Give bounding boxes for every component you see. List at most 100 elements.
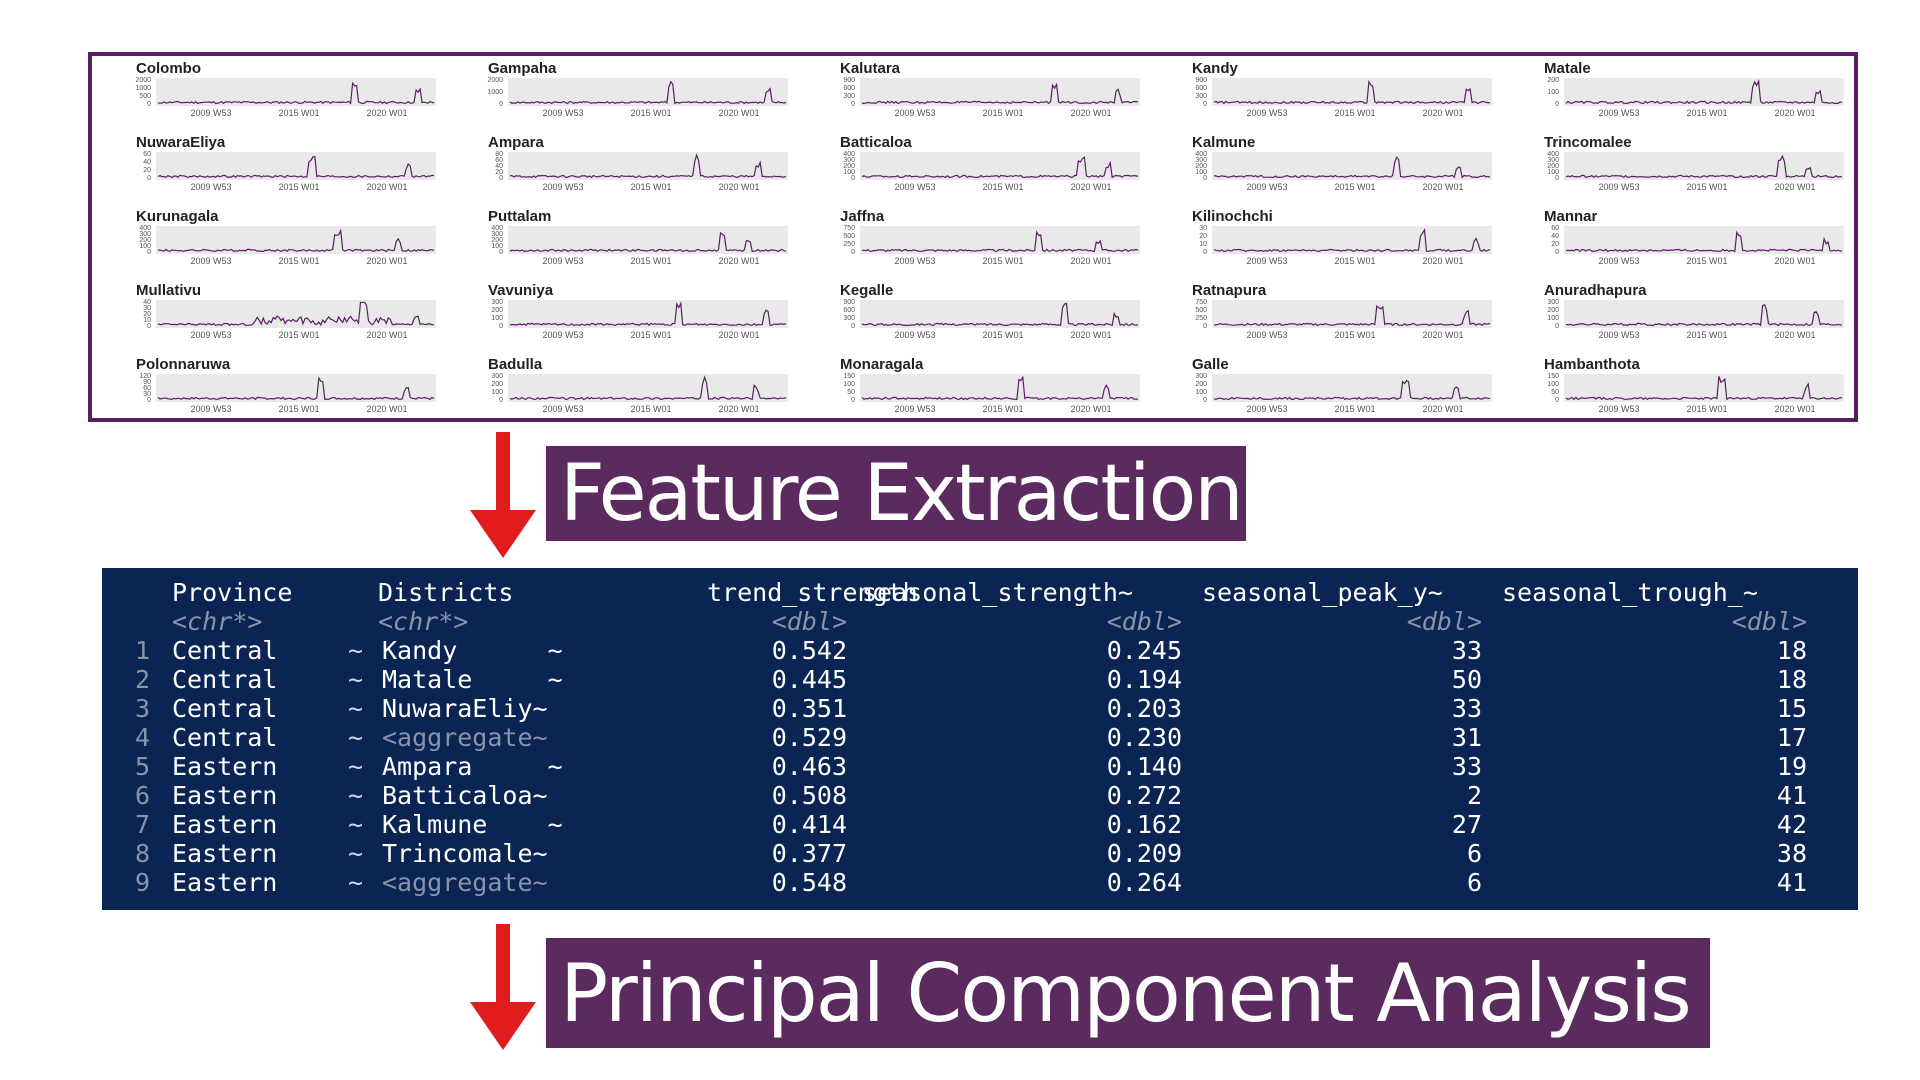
y-tick-label: 750	[843, 225, 855, 232]
y-tick-label: 900	[843, 77, 855, 84]
y-tick-label: 200	[1547, 307, 1559, 314]
y-tick-label: 100	[491, 243, 503, 250]
district-cell: Kalmune ~	[382, 810, 563, 839]
x-tick-label: 2015 W01	[630, 108, 671, 118]
seasonal-strength-cell: 0.140	[1106, 752, 1182, 781]
x-tick-label: 2009 W53	[190, 330, 231, 340]
y-tick-label: 300	[843, 93, 855, 100]
trend-strength-cell: 0.351	[771, 694, 847, 723]
x-tick-label: 2009 W53	[1246, 256, 1287, 266]
y-tick-label: 0	[147, 101, 151, 108]
seasonal-trough-cell: 18	[1776, 636, 1807, 665]
table-row: 3 Central ~ NuwaraEliy~ 0.351 0.203 33 15	[102, 694, 1858, 723]
x-tick-label: 2009 W53	[1246, 108, 1287, 118]
series-line	[1565, 303, 1843, 327]
y-tick-label: 0	[147, 249, 151, 256]
plot-title: Colombo	[136, 60, 201, 77]
series-line	[157, 301, 435, 327]
plot-title: Galle	[1192, 356, 1229, 373]
plot-title: Kurunagala	[136, 208, 219, 225]
x-tick-label: 2020 W01	[718, 256, 759, 266]
x-tick-label: 2015 W01	[982, 330, 1023, 340]
plot-background	[156, 374, 436, 402]
tilde: ~	[348, 839, 364, 868]
x-tick-label: 2009 W53	[542, 182, 583, 192]
x-tick-label: 2020 W01	[1422, 330, 1463, 340]
y-tick-label: 20	[1199, 233, 1207, 240]
x-tick-label: 2015 W01	[630, 330, 671, 340]
plot-title: Gampaha	[488, 60, 557, 77]
series-line	[509, 153, 787, 179]
y-tick-label: 0	[499, 397, 503, 404]
plot-ratnapura: Ratnapura 750 500 250 0 2009 W53 2015 W01 2020 …	[1162, 282, 1512, 356]
y-tick-label: 200	[1195, 163, 1207, 170]
plot-title: NuwaraEliya	[136, 134, 226, 151]
district-cell: Batticaloa~	[382, 781, 548, 810]
row-index: 6	[134, 781, 150, 810]
y-tick-label: 400	[1195, 151, 1207, 158]
table-row: 6 Eastern ~ Batticaloa~ 0.508 0.272 2 41	[102, 781, 1858, 810]
x-tick-label: 2009 W53	[1246, 404, 1287, 414]
trend-strength-cell: 0.529	[771, 723, 847, 752]
table-type-row: <chr*> <chr*> <dbl> <dbl> <dbl> <dbl>	[102, 607, 1858, 636]
seasonal-peak-cell: 33	[1451, 694, 1482, 723]
column-header: seasonal_trough_~	[1502, 578, 1758, 607]
y-tick-label: 0	[1203, 175, 1207, 182]
column-header: trend_strength	[707, 578, 918, 607]
seasonal-peak-cell: 6	[1466, 839, 1482, 868]
y-tick-label: 300	[139, 231, 151, 238]
x-tick-label: 2020 W01	[1070, 108, 1111, 118]
x-tick-label: 2015 W01	[1686, 330, 1727, 340]
plot-kalutara: Kalutara 900 600 300 0 2009 W53 2015 W01 2020 W…	[810, 60, 1160, 134]
seasonal-strength-cell: 0.194	[1106, 665, 1182, 694]
series-line	[509, 80, 787, 105]
y-tick-label: 150	[1547, 373, 1559, 380]
x-tick-label: 2020 W01	[1422, 182, 1463, 192]
plot-hambanthota: Hambanthota 150 100 50 0 2009 W53 2015 W01 2020…	[1514, 356, 1864, 430]
y-tick-label: 300	[1547, 157, 1559, 164]
seasonal-peak-cell: 2	[1466, 781, 1482, 810]
y-tick-label: 0	[1203, 249, 1207, 256]
y-tick-label: 60	[1551, 225, 1559, 232]
y-tick-label: 20	[143, 311, 151, 318]
plot-title: Kandy	[1192, 60, 1238, 77]
trend-strength-cell: 0.377	[771, 839, 847, 868]
x-tick-label: 2009 W53	[1246, 330, 1287, 340]
x-tick-label: 2015 W01	[278, 256, 319, 266]
series-line	[861, 375, 1138, 401]
plot-colombo: Colombo 2000 1000 500 0 2009 W53 2015 W01 2020 …	[106, 60, 456, 134]
y-tick-label: 100	[1195, 389, 1207, 396]
x-tick-label: 2009 W53	[190, 256, 231, 266]
plot-background	[1212, 78, 1492, 106]
seasonal-trough-cell: 17	[1776, 723, 1807, 752]
x-tick-label: 2015 W01	[278, 404, 319, 414]
y-tick-label: 0	[499, 175, 503, 182]
x-tick-label: 2020 W01	[718, 182, 759, 192]
x-tick-label: 2009 W53	[190, 404, 231, 414]
column-type: <dbl>	[1406, 607, 1482, 636]
y-tick-label: 300	[1195, 157, 1207, 164]
y-tick-label: 0	[851, 249, 855, 256]
plot-title: Mannar	[1544, 208, 1598, 225]
seasonal-strength-cell: 0.245	[1106, 636, 1182, 665]
row-index: 8	[134, 839, 150, 868]
x-tick-label: 2020 W01	[718, 404, 759, 414]
y-tick-label: 100	[843, 169, 855, 176]
y-tick-label: 900	[1195, 77, 1207, 84]
row-index: 7	[134, 810, 150, 839]
x-tick-label: 2020 W01	[1422, 108, 1463, 118]
plot-trincomalee: Trincomalee 400 300 200 100 0 2009 W53 2015 W01…	[1514, 134, 1864, 208]
trend-strength-cell: 0.542	[771, 636, 847, 665]
x-tick-label: 2020 W01	[1774, 330, 1815, 340]
tilde: ~	[348, 752, 364, 781]
x-tick-label: 2015 W01	[1334, 330, 1375, 340]
y-tick-label: 500	[139, 93, 151, 100]
y-tick-label: 1000	[135, 85, 151, 92]
plot-anuradhapura: Anuradhapura 300 200 100 0 2009 W53 2015 W01 20…	[1514, 282, 1864, 356]
pca-text: Principal Component Analysis	[560, 946, 1692, 1040]
